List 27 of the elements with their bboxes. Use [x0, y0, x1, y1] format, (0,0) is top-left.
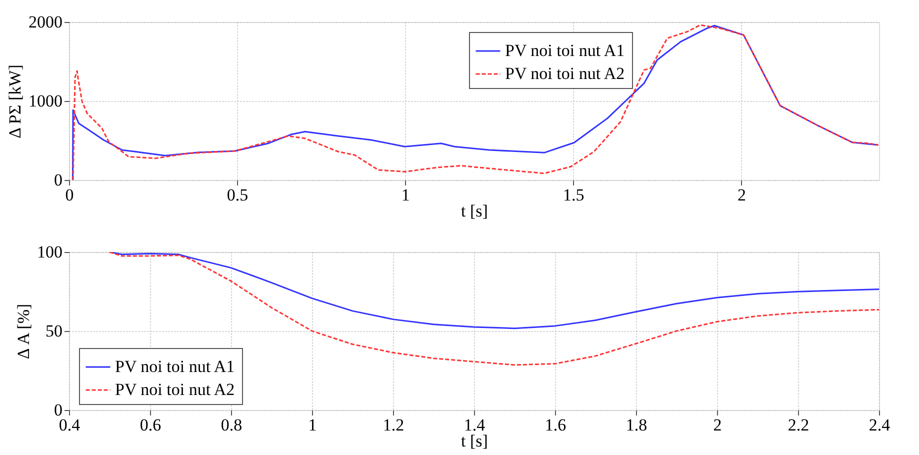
x-tick-label: 2: [737, 186, 746, 204]
y-tick-label: 0: [54, 170, 62, 190]
x-tick-label: 1: [401, 186, 410, 204]
y-tick-label: 1000: [28, 92, 62, 110]
x-tick-label: 1.4: [464, 416, 486, 434]
x-tick-label: 0.8: [220, 416, 242, 434]
legend-label: PV noi toi nut A1: [115, 357, 235, 376]
y-axis-title: Δ A [%]: [14, 304, 33, 360]
y-tick-label: 100: [37, 242, 62, 262]
x-axis-title: t [s]: [461, 432, 488, 450]
x-tick-label: 2.2: [788, 416, 810, 434]
x-tick-label: 1.6: [544, 416, 566, 434]
y-tick-label: 2000: [28, 12, 62, 32]
x-tick-label: 1: [308, 416, 317, 434]
x-tick-label: 1.2: [382, 416, 404, 434]
y-axis-title: Δ PΣ [kW]: [6, 64, 24, 138]
y-tick-label: 50: [46, 322, 62, 340]
x-axis-title: t [s]: [461, 202, 488, 220]
legend-label: PV noi toi nut A2: [115, 380, 235, 399]
x-tick-label: 0.5: [226, 186, 248, 204]
x-tick-label: 1.8: [626, 416, 648, 434]
legend-label: PV noi toi nut A1: [505, 41, 625, 60]
legend-label: PV noi toi nut A2: [505, 64, 625, 83]
x-tick-label: 2: [713, 416, 722, 434]
x-tick-label: 1.5: [563, 186, 584, 204]
x-tick-label: 2.4: [868, 416, 891, 434]
x-tick-label: 0.6: [140, 416, 162, 434]
